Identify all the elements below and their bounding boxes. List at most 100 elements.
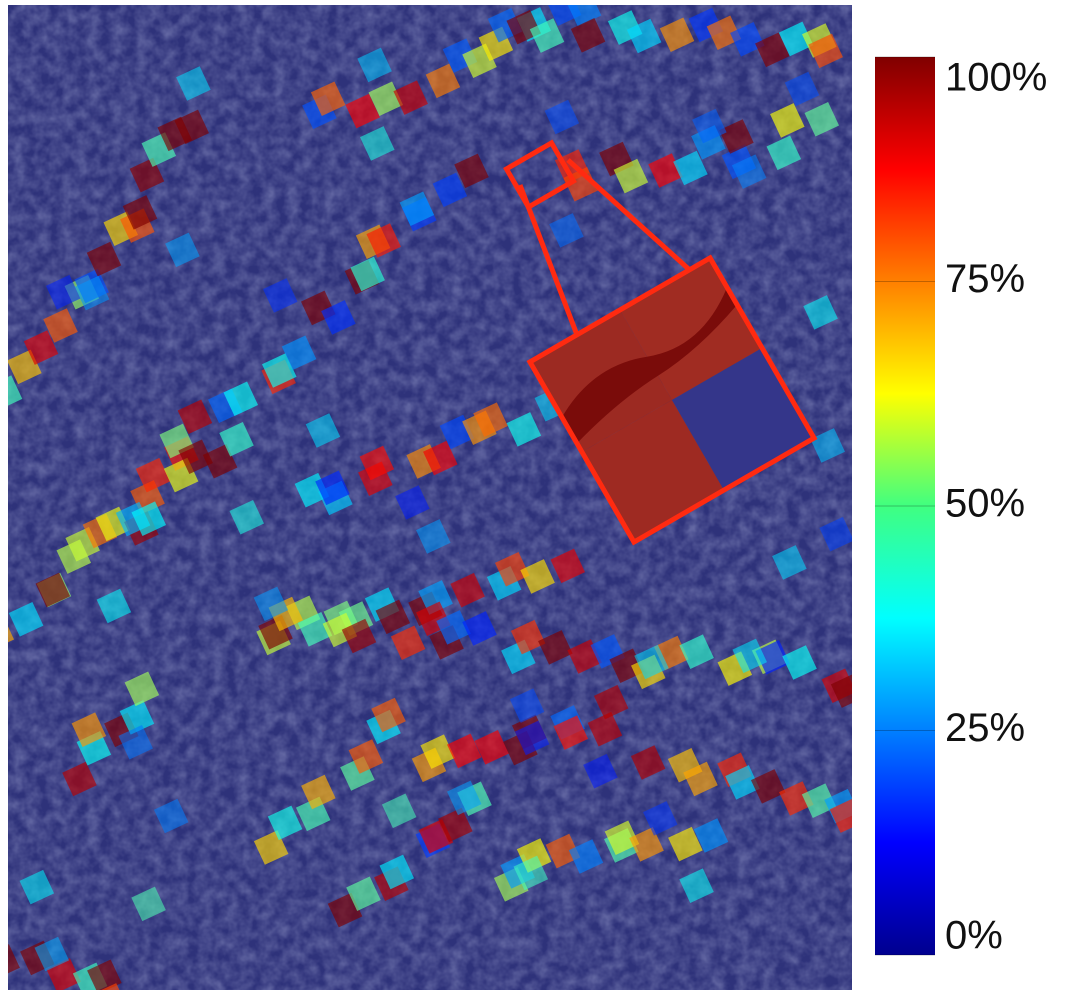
heat-cell [819, 516, 852, 552]
heat-cell [553, 715, 589, 750]
heat-cell [43, 308, 78, 343]
heat-cell [770, 103, 805, 138]
heat-cell [693, 818, 729, 853]
heat-cell [613, 158, 649, 194]
heat-cell [262, 278, 298, 313]
heat-cell [447, 733, 482, 769]
heat-cell [474, 730, 509, 765]
heat-cell [219, 421, 254, 457]
heat-cell [124, 671, 160, 707]
colorbar-tick-label: 0% [945, 914, 1003, 958]
heat-cell [366, 223, 401, 258]
heat-cell [23, 330, 59, 365]
heat-cell [122, 195, 158, 230]
heat-cell [253, 586, 289, 622]
heat-cell [570, 18, 606, 53]
heat-cell [750, 769, 786, 804]
heat-cell [808, 33, 843, 69]
heat-cell [45, 274, 81, 310]
heat-cell [514, 720, 550, 756]
heat-cell [177, 399, 213, 435]
heat-cell [262, 353, 297, 388]
heat-cell [634, 644, 669, 680]
heat-cell [86, 241, 122, 277]
heat-cell [673, 150, 708, 186]
heat-cell [174, 109, 209, 145]
heat-cell [529, 18, 565, 53]
heat-cell [804, 101, 840, 137]
heat-cell [135, 457, 171, 493]
heat-cell [305, 413, 341, 448]
heat-cell [550, 548, 585, 584]
heat-cell [310, 81, 346, 116]
heat-cell [462, 611, 497, 646]
heat-cell [546, 5, 582, 27]
heat-cell [393, 80, 428, 115]
heat-cell [494, 551, 530, 587]
heat-cell [829, 798, 852, 833]
heat-cell [418, 580, 453, 615]
heat-cell [593, 684, 629, 720]
heat-cell [659, 17, 695, 52]
heat-cell [506, 412, 542, 447]
heat-cell [782, 645, 817, 680]
heat-cell [360, 126, 395, 161]
heat-cell [71, 712, 107, 747]
heat-cell [229, 499, 265, 535]
heat-cell [301, 774, 336, 810]
colorbar-tick-label: 100% [945, 56, 1047, 100]
heat-cell [34, 936, 70, 972]
heat-cell [643, 801, 678, 836]
heat-cell [473, 402, 508, 437]
heat-cell [766, 135, 802, 171]
heat-cell [8, 944, 20, 979]
heat-cell [96, 588, 132, 624]
heat-cell [549, 213, 584, 248]
heat-cell [395, 485, 430, 520]
heat-cell [520, 559, 555, 594]
heat-cell [566, 5, 602, 27]
zoom-source-box [503, 139, 577, 211]
heat-cell [74, 275, 110, 311]
heat-cell [425, 63, 461, 99]
heat-cell [683, 761, 718, 797]
heat-cell [438, 807, 473, 843]
heat-cell [315, 470, 350, 506]
heat-cell [755, 32, 790, 68]
heat-cell [513, 855, 549, 891]
colorbar [875, 57, 935, 955]
heat-cell [295, 796, 331, 832]
heat-cell [668, 826, 703, 862]
heat-cell [375, 599, 411, 635]
heat-cell [692, 108, 727, 144]
heat-cell [348, 739, 384, 774]
heat-cell [341, 618, 377, 654]
heat-cell [345, 93, 380, 129]
heat-cell [165, 232, 200, 268]
heat-cell [176, 66, 211, 101]
heat-cell [719, 119, 754, 154]
zoom-connector [517, 184, 588, 357]
heat-cell [630, 745, 666, 780]
heat-cell [454, 153, 489, 189]
heat-cell [357, 47, 392, 83]
heat-cell [544, 99, 580, 135]
heat-cell [587, 711, 623, 747]
heat-cell [420, 734, 455, 769]
heat-cell [506, 9, 541, 45]
heat-cell [509, 688, 545, 723]
heat-cell [416, 519, 451, 554]
heat-cell [731, 154, 767, 189]
heat-cell [810, 428, 845, 463]
colorbar-tick-label: 50% [945, 482, 1025, 526]
heat-cell [568, 839, 604, 874]
heat-cell [423, 440, 458, 476]
heat-cell [267, 805, 303, 841]
heat-cell [583, 753, 618, 789]
heat-cell [801, 783, 837, 818]
heat-cells [8, 5, 852, 990]
colorbar-tick-label: 75% [945, 257, 1025, 301]
heat-cell [510, 619, 546, 655]
heat-cell [8, 375, 23, 410]
